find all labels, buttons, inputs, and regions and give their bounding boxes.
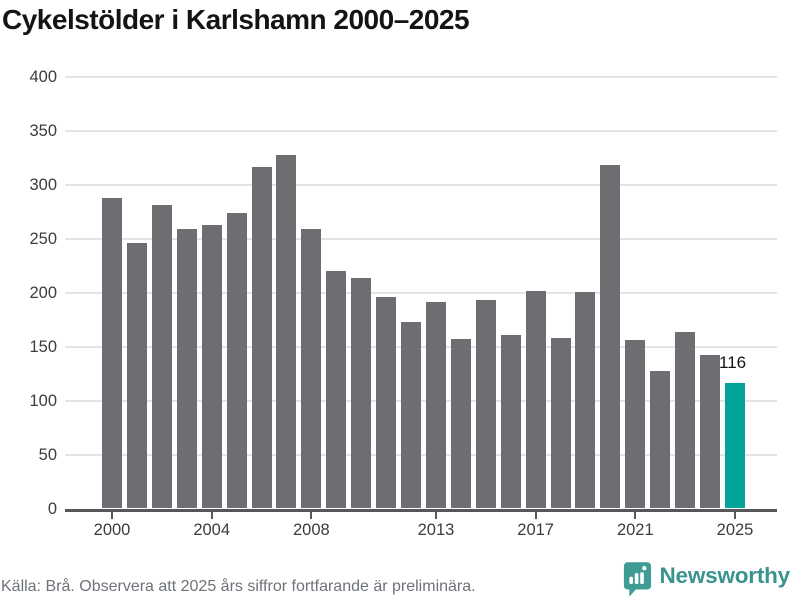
bar-2001 bbox=[126, 243, 147, 509]
bar-2007 bbox=[276, 154, 297, 509]
x-tick-label-2008: 2008 bbox=[293, 521, 330, 539]
bar-2003 bbox=[176, 229, 197, 509]
bar-2023 bbox=[675, 331, 696, 509]
x-tick-label-2017: 2017 bbox=[517, 521, 554, 539]
bar-2011 bbox=[376, 297, 397, 509]
x-tick-label-2000: 2000 bbox=[93, 521, 131, 539]
x-tick-2013 bbox=[434, 511, 437, 519]
x-tick-2017 bbox=[534, 511, 537, 519]
y-tick-label-150: 150 bbox=[29, 337, 57, 356]
gridline-350 bbox=[65, 130, 777, 133]
x-tick-label-2004: 2004 bbox=[193, 521, 231, 539]
bar-2015 bbox=[475, 300, 496, 509]
x-axis-line bbox=[65, 508, 777, 512]
y-tick-label-400: 400 bbox=[29, 68, 57, 87]
gridline-250 bbox=[65, 238, 777, 240]
bar-2017 bbox=[525, 290, 546, 509]
x-tick-2021 bbox=[634, 511, 637, 519]
bar-2024 bbox=[700, 355, 721, 509]
x-tick-label-2025: 2025 bbox=[716, 521, 754, 539]
x-tick-2004 bbox=[210, 511, 213, 519]
bar-2012 bbox=[401, 322, 422, 509]
bar-2005 bbox=[226, 213, 247, 509]
y-tick-label-100: 100 bbox=[29, 391, 57, 410]
newsworthy-logo-icon bbox=[624, 562, 652, 597]
bar-2006 bbox=[251, 166, 272, 509]
y-tick-label-50: 50 bbox=[38, 445, 57, 464]
bar-2020 bbox=[600, 164, 621, 509]
bar-2009 bbox=[326, 271, 347, 509]
y-tick-label-200: 200 bbox=[29, 283, 57, 302]
bar-2018 bbox=[550, 338, 571, 509]
bar-2016 bbox=[500, 334, 521, 509]
bar-2014 bbox=[450, 339, 471, 509]
chart-title: Cykelstölder i Karlshamn 2000–2025 bbox=[2, 4, 470, 35]
gridline-300 bbox=[65, 184, 777, 187]
plot-area: 0 50 100 150 200 250 300 350 400 2000 2004 2008 201… bbox=[29, 68, 777, 539]
x-tick-label-2013: 2013 bbox=[417, 521, 455, 539]
x-tick-2008 bbox=[310, 511, 313, 519]
bar-2019 bbox=[575, 291, 596, 509]
bar-2000 bbox=[102, 198, 122, 509]
x-tick-label-2021: 2021 bbox=[616, 521, 654, 539]
newsworthy-logo[interactable]: Newsworthy bbox=[623, 561, 790, 600]
gridline-400 bbox=[65, 76, 777, 79]
bar-2008 bbox=[301, 229, 322, 509]
source-note: Källa: Brå. Observera att 2025 års siffr… bbox=[1, 578, 476, 595]
newsworthy-wordmark: Newsworthy bbox=[659, 563, 790, 588]
x-tick-2000 bbox=[111, 511, 113, 519]
y-tick-label-300: 300 bbox=[29, 176, 57, 195]
bar-2002 bbox=[151, 204, 172, 509]
bar-2010 bbox=[351, 277, 372, 509]
bar-2022 bbox=[650, 370, 671, 509]
y-tick-label-250: 250 bbox=[29, 230, 57, 248]
gridline-200 bbox=[65, 291, 777, 294]
bar-2025 bbox=[725, 383, 745, 509]
y-tick-label-350: 350 bbox=[29, 122, 57, 141]
bar-2004 bbox=[201, 224, 222, 509]
x-tick-2025 bbox=[734, 511, 736, 519]
bar-2013 bbox=[425, 301, 446, 509]
value-label-2025: 116 bbox=[719, 353, 747, 373]
y-tick-label-0: 0 bbox=[47, 499, 57, 518]
bar-2021 bbox=[625, 340, 646, 509]
